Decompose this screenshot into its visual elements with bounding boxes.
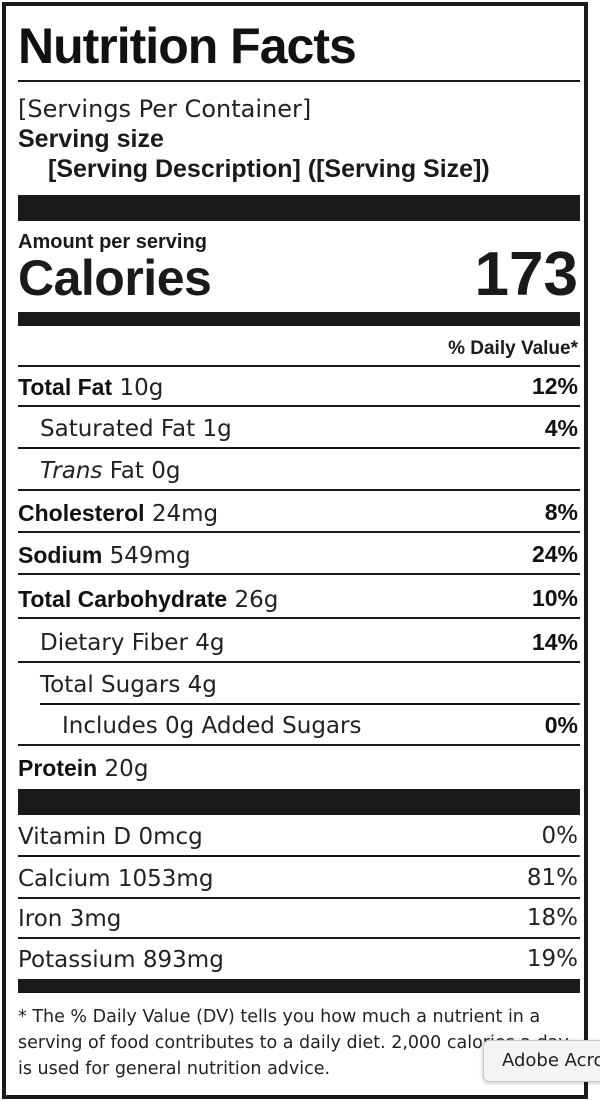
- vitamin-row-potassium: Potassium 893mg 19%: [18, 940, 580, 980]
- row-divider: [18, 937, 580, 939]
- vitamin-label: Vitamin D 0mcg: [18, 824, 203, 850]
- nutrient-label: Total Fat 10g: [18, 374, 164, 401]
- nutrient-row-total-carbohydrate: Total Carbohydrate 26g 10%: [18, 579, 580, 619]
- row-divider: [18, 489, 580, 491]
- nutrient-daily-value: 0%: [544, 712, 578, 738]
- vitamin-label: Iron 3mg: [18, 906, 122, 932]
- nutrient-label: Protein 20g: [18, 755, 149, 782]
- nutrient-daily-value: 8%: [544, 499, 578, 525]
- nutrient-row-total-fat: Total Fat 10g 12%: [18, 367, 580, 407]
- calories-value: 173: [474, 240, 578, 309]
- divider-thick-footnote: [18, 979, 580, 993]
- nutrient-daily-value: 14%: [531, 629, 578, 655]
- row-divider: [18, 744, 580, 746]
- tooltip-text: Adobe Acrobat: [502, 1050, 600, 1071]
- vitamin-daily-value: 18%: [526, 905, 578, 931]
- daily-value-header: % Daily Value*: [448, 338, 578, 359]
- calories-label: Calories: [18, 250, 212, 306]
- nutrient-label: Sodium 549mg: [18, 542, 191, 569]
- divider-thick-vitamins: [18, 789, 580, 815]
- nutrient-label: Includes 0g Added Sugars: [62, 713, 362, 739]
- servings-per-container: [Servings Per Container]: [18, 95, 312, 123]
- vitamin-label: Calcium 1053mg: [18, 866, 214, 892]
- row-divider: [18, 855, 580, 857]
- row-divider: [18, 531, 580, 533]
- vitamin-row-iron: Iron 3mg 18%: [18, 899, 580, 939]
- row-divider: [18, 573, 580, 575]
- nutrient-row-protein: Protein 20g: [18, 748, 580, 788]
- nutrient-label: Total Carbohydrate 26g: [18, 586, 279, 613]
- amount-per-serving: Amount per serving: [18, 231, 207, 253]
- nutrient-row-saturated-fat: Saturated Fat 1g 4%: [18, 409, 580, 449]
- nutrient-row-trans-fat: Trans Fat 0g: [18, 451, 580, 491]
- divider-thick-calories: [18, 312, 580, 326]
- row-divider: [18, 661, 580, 663]
- nutrient-row-sodium: Sodium 549mg 24%: [18, 535, 580, 575]
- nutrient-row-dietary-fiber: Dietary Fiber 4g 14%: [18, 623, 580, 663]
- row-divider: [18, 897, 580, 899]
- daily-value-footnote: * The % Daily Value (DV) tells you how m…: [18, 1007, 569, 1079]
- row-divider: [40, 703, 580, 705]
- label-title: Nutrition Facts: [18, 18, 357, 74]
- nutrient-label: Trans Fat 0g: [40, 458, 181, 484]
- divider-title: [18, 80, 580, 82]
- nutrient-daily-value: 10%: [531, 585, 578, 611]
- nutrient-label: Total Sugars 4g: [40, 672, 217, 698]
- vitamin-daily-value: 0%: [541, 823, 579, 849]
- nutrition-facts-label: Nutrition Facts [Servings Per Container]…: [2, 2, 588, 1099]
- serving-description: [Serving Description] ([Serving Size]): [48, 155, 490, 183]
- nutrient-label: Saturated Fat 1g: [40, 416, 232, 442]
- nutrient-row-total-sugars: Total Sugars 4g: [18, 665, 580, 705]
- nutrient-row-cholesterol: Cholesterol 24mg 8%: [18, 493, 580, 533]
- row-divider: [18, 447, 580, 449]
- nutrient-row-added-sugars: Includes 0g Added Sugars 0%: [18, 706, 580, 746]
- divider-thick-serving: [18, 195, 580, 221]
- row-divider: [18, 405, 580, 407]
- app-tooltip: Adobe Acrobat: [483, 1040, 600, 1082]
- nutrient-daily-value: 4%: [544, 415, 578, 441]
- vitamin-daily-value: 19%: [526, 946, 578, 972]
- divider-dv-header: [18, 365, 580, 367]
- nutrient-label: Dietary Fiber 4g: [40, 630, 225, 656]
- serving-size-label: Serving size: [18, 125, 164, 153]
- nutrient-daily-value: 12%: [531, 373, 578, 399]
- nutrient-daily-value: 24%: [531, 541, 578, 567]
- vitamin-row-vitamin-d: Vitamin D 0mcg 0%: [18, 817, 580, 857]
- vitamin-label: Potassium 893mg: [18, 947, 224, 973]
- nutrient-label: Cholesterol 24mg: [18, 500, 219, 527]
- vitamin-row-calcium: Calcium 1053mg 81%: [18, 859, 580, 899]
- row-divider: [18, 617, 580, 619]
- vitamin-daily-value: 81%: [526, 865, 578, 891]
- label-content: Nutrition Facts [Servings Per Container]…: [18, 6, 580, 1095]
